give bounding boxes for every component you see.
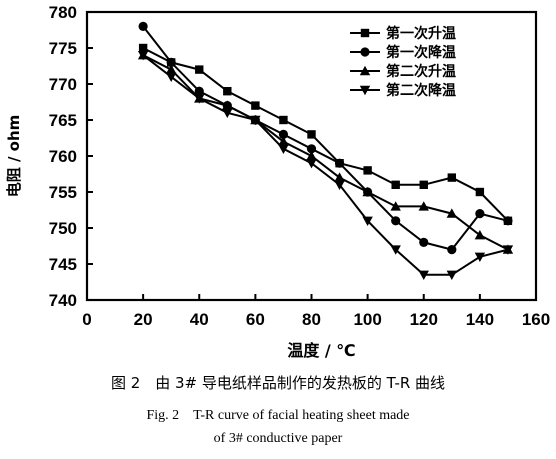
series-2 [138,21,513,255]
y-tick-label: 750 [49,219,77,238]
y-tick-label: 780 [49,3,77,22]
series-2-point [391,216,401,226]
y-tick-label: 760 [49,147,77,166]
series-2-point [475,209,485,219]
series-4-point [474,252,486,262]
x-tick-label: 160 [522,310,550,329]
legend-item-3: 第二次升温 [350,63,456,80]
legend-marker [360,28,370,38]
series-1-line [142,47,509,222]
series-4-point [390,245,401,255]
series-3-point [446,208,458,218]
series-2-point [447,245,457,255]
series-1-point [279,115,288,125]
y-axis-label: 电阻 / ohm [5,115,23,198]
series-4-point [137,51,149,61]
series-3-point [474,230,486,240]
series-1-point [391,180,400,189]
series-3-point [165,64,177,74]
legend-marker [359,65,371,76]
series-4-point [446,270,458,280]
series-4 [137,51,514,280]
x-tick-label: 60 [246,310,265,329]
series-1-point [447,173,457,182]
figure-caption-english-line2: of 3# conductive paper [213,431,343,446]
legend-label: 第一次降温 [386,44,456,61]
legend-marker [359,85,371,96]
series-1 [138,43,513,225]
x-tick-label: 80 [302,310,321,329]
series-4-point [250,115,261,126]
series-2-point [419,237,429,247]
series-3-line [142,54,509,251]
series-4-point [334,180,345,190]
figure-caption-chinese: 图 2 由 3# 导电纸样品制作的发热板的 T-R 曲线 [110,374,446,392]
series-4-point [306,159,317,169]
series-1-point [251,101,260,110]
series-3-point [222,100,233,110]
series-4-point [362,216,373,226]
legend-item-2: 第一次降温 [350,44,456,61]
series-2-point [306,144,317,154]
x-tick-label: 20 [134,310,153,329]
figure-caption-english-line1: Fig. 2 T-R curve of facial heating sheet… [146,408,410,423]
legend-label: 第二次升温 [386,63,456,80]
series-2-point [334,158,345,168]
x-tick-label: 40 [190,310,209,329]
series-4-point [222,108,233,118]
series-4-line [142,54,509,276]
series-3-point [334,172,345,182]
legend-item-4: 第二次降温 [350,82,456,99]
y-tick-label: 740 [49,291,77,310]
series-4-point [194,94,205,104]
y-tick-label: 745 [49,255,77,274]
series-1-point [307,130,316,139]
series-3-point [306,150,317,161]
x-axis: 0 20 40 60 80 100 120 140 160 [82,294,550,329]
chart: 0 20 40 60 80 100 120 140 160 740 745 750 755 760 765… [5,3,550,360]
series-3-point [362,186,373,197]
y-tick-label: 770 [49,75,77,94]
series-4-point [502,245,514,255]
x-tick-label: 120 [410,310,438,329]
series-4-point [418,270,429,280]
series-layer [137,21,514,280]
series-3-point [418,201,429,211]
series-4-point [165,72,177,82]
series-2-line [142,25,509,251]
series-1-point [363,166,372,175]
series-1-point [419,180,428,189]
legend-label: 第二次降温 [386,82,456,99]
series-2-point [138,21,148,31]
series-2-point [278,129,289,139]
x-axis-label: 温度 / ℃ [286,341,355,360]
x-tick-label: 0 [82,310,91,329]
y-tick-label: 755 [49,183,77,202]
y-tick-label: 775 [49,39,77,58]
series-3-point [390,201,401,211]
legend-item-1: 第一次升温 [350,25,456,42]
series-3 [137,50,514,254]
series-1-point [475,187,485,197]
series-2-point [166,57,176,67]
y-axis: 740 745 750 755 760 765 770 775 780 [49,3,93,310]
series-1-point [138,43,148,53]
legend-marker [360,47,370,57]
series-1-point [195,65,204,74]
x-tick-label: 100 [353,310,381,329]
series-4-point [278,144,289,154]
series-2-point [503,216,513,226]
series-1-point [223,87,232,96]
series-3-point [278,136,289,146]
legend-label: 第一次升温 [386,25,456,42]
series-2-point [194,86,204,96]
x-tick-label: 140 [466,310,494,329]
y-tick-label: 765 [49,111,77,130]
